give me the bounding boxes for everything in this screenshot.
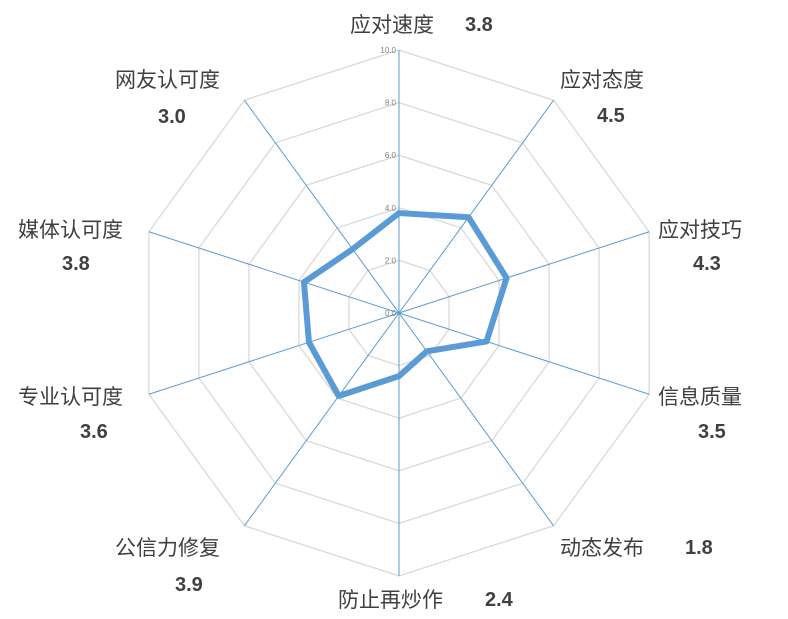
category-label: 专业认可度 <box>18 385 123 409</box>
category-label: 应对技巧 <box>658 218 742 242</box>
axis-line <box>148 312 400 395</box>
axis-line <box>148 231 400 314</box>
category-label: 应对态度 <box>560 68 644 92</box>
tick-label: 10.0 <box>380 46 396 55</box>
value-label: 3.6 <box>80 421 108 443</box>
value-label: 3.8 <box>465 14 493 36</box>
axis-line <box>398 99 554 314</box>
tick-label: 4.0 <box>385 204 397 213</box>
category-label: 公信力修复 <box>115 536 220 560</box>
tick-label: 2.0 <box>385 256 397 265</box>
category-label: 动态发布 <box>560 536 644 560</box>
tick-label: 8.0 <box>385 99 397 108</box>
value-label: 3.8 <box>62 253 90 275</box>
tick-label: 6.0 <box>385 151 397 160</box>
tick-label: 0.0 <box>385 309 397 318</box>
value-label: 2.4 <box>485 589 513 611</box>
axis-line <box>244 99 400 314</box>
category-label: 媒体认可度 <box>18 218 123 242</box>
axis-line <box>244 312 400 527</box>
axis-line <box>398 312 650 395</box>
axis-line <box>398 231 650 314</box>
axis-line <box>398 312 554 527</box>
category-label: 防止再炒作 <box>338 588 443 612</box>
value-label: 4.5 <box>597 105 625 127</box>
value-label: 4.3 <box>693 253 721 275</box>
category-label: 应对速度 <box>350 13 434 37</box>
value-label: 3.9 <box>175 574 203 596</box>
value-label: 1.8 <box>685 537 713 559</box>
category-label: 网友认可度 <box>115 68 220 92</box>
value-label: 3.0 <box>158 106 186 128</box>
value-label: 3.5 <box>698 421 726 443</box>
category-label: 信息质量 <box>658 385 742 409</box>
